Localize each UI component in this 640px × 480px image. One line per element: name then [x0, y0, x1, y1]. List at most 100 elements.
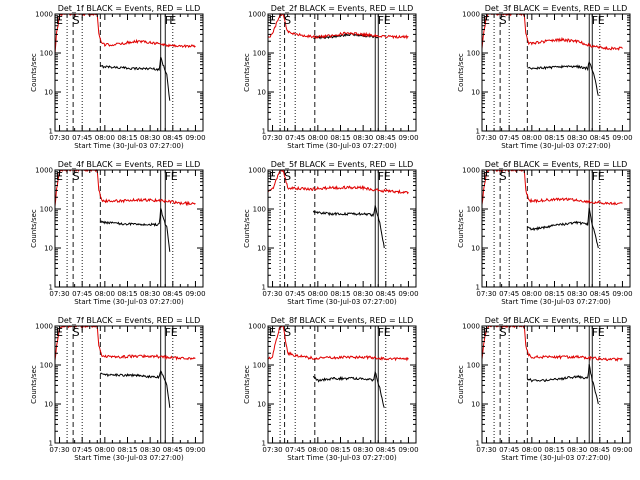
phase-marker-label: E [56, 170, 63, 183]
x-tick-label: 08:00 [308, 134, 328, 142]
phase-marker-label: E [384, 14, 391, 27]
series-lld-line [481, 324, 623, 362]
x-tick-label: 08:00 [522, 446, 542, 454]
x-tick-label: 07:30 [476, 446, 496, 454]
phase-marker-label: E [169, 14, 176, 27]
panel-title: Det_2f BLACK = Events, RED = LLD [271, 4, 414, 13]
y-tick-label: 10 [257, 89, 266, 97]
x-axis-title: Start Time (30-Jul-03 07:27:00) [74, 142, 184, 150]
series-events-line [312, 370, 385, 408]
plot-frame [267, 169, 417, 288]
x-tick-label: 08:00 [95, 290, 115, 298]
phase-marker-label: E [269, 326, 276, 339]
x-tick-label: 07:30 [262, 290, 282, 298]
x-tick-label: 07:30 [262, 446, 282, 454]
series-lld-line [267, 325, 409, 362]
x-tick-label: 09:00 [185, 446, 205, 454]
y-tick-label: 1000 [248, 11, 266, 19]
x-tick-label: 08:15 [117, 290, 137, 298]
y-axis-title: Counts/sec [30, 365, 38, 404]
y-tick-label: 100 [40, 362, 53, 370]
y-tick-label: 1 [262, 440, 266, 448]
y-tick-label: 1 [49, 284, 53, 292]
y-tick-label: 1000 [35, 11, 53, 19]
x-tick-label: 08:45 [590, 446, 610, 454]
panel-title: Det_9f BLACK = Events, RED = LLD [485, 316, 628, 325]
x-tick-label: 08:45 [376, 290, 396, 298]
phase-marker-label: E [56, 326, 63, 339]
phase-marker-label: E [598, 14, 605, 27]
x-tick-label: 07:45 [285, 290, 305, 298]
x-tick-label: 08:45 [163, 446, 183, 454]
x-axis-title: Start Time (30-Jul-03 07:27:00) [287, 454, 397, 462]
panel-det5f: Det_5f BLACK = Events, RED = LLD 1 10 100 10… [243, 160, 419, 306]
x-tick-label: 09:00 [612, 134, 632, 142]
series-events-line [312, 205, 385, 249]
x-tick-label: 08:00 [308, 446, 328, 454]
y-tick-label: 1 [476, 284, 480, 292]
x-tick-label: 07:45 [285, 134, 305, 142]
phase-marker-label: F [592, 326, 598, 339]
x-tick-label: 08:45 [163, 290, 183, 298]
y-tick-label: 1 [262, 128, 266, 136]
x-tick-label: 08:45 [376, 446, 396, 454]
y-axis-title: Counts/sec [243, 365, 251, 404]
y-tick-label: 10 [44, 89, 53, 97]
x-tick-label: 07:45 [499, 446, 519, 454]
series-events-line [99, 370, 171, 408]
y-tick-label: 10 [257, 401, 266, 409]
x-axis-title: Start Time (30-Jul-03 07:27:00) [74, 454, 184, 462]
plot-frame [54, 169, 204, 288]
plot-frame [481, 13, 631, 132]
y-tick-label: 1000 [462, 167, 480, 175]
y-tick-label: 10 [44, 245, 53, 253]
phase-marker-label: E [598, 326, 605, 339]
y-tick-label: 10 [257, 245, 266, 253]
y-tick-label: 100 [253, 50, 266, 58]
y-tick-label: 1000 [248, 323, 266, 331]
phase-marker-label: E [171, 170, 178, 183]
x-tick-label: 07:30 [476, 134, 496, 142]
x-tick-label: 08:30 [140, 446, 160, 454]
phase-marker-label: E [269, 14, 276, 27]
panel-det7f: Det_7f BLACK = Events, RED = LLD 1 10 100 10… [30, 316, 206, 462]
y-axis-title: Counts/sec [243, 53, 251, 92]
x-tick-label: 07:30 [262, 134, 282, 142]
panel-title: Det_1f BLACK = Events, RED = LLD [58, 4, 201, 13]
panel-title: Det_7f BLACK = Events, RED = LLD [58, 316, 201, 325]
plot-frame [54, 13, 204, 132]
x-tick-label: 07:45 [499, 290, 519, 298]
x-tick-label: 09:00 [185, 134, 205, 142]
series-events-line [100, 208, 171, 252]
phase-marker-label: E [171, 326, 178, 339]
phase-marker-label: F [378, 326, 384, 339]
y-tick-label: 1000 [462, 323, 480, 331]
y-tick-label: 100 [467, 362, 480, 370]
panel-title: Det_6f BLACK = Events, RED = LLD [485, 160, 628, 169]
phase-marker-label: F [378, 14, 384, 27]
x-axis-title: Start Time (30-Jul-03 07:27:00) [501, 142, 611, 150]
x-axis-title: Start Time (30-Jul-03 07:27:00) [287, 142, 397, 150]
y-tick-label: 1 [476, 128, 480, 136]
y-tick-label: 100 [253, 362, 266, 370]
series-lld-line [481, 169, 623, 206]
y-tick-label: 1 [476, 440, 480, 448]
x-tick-label: 08:15 [544, 134, 564, 142]
x-tick-label: 08:30 [353, 290, 373, 298]
x-tick-label: 08:45 [590, 290, 610, 298]
y-axis-title: Counts/sec [30, 209, 38, 248]
series-lld-line [267, 12, 409, 40]
series-events-line [527, 60, 599, 96]
y-axis-title: Counts/sec [457, 365, 465, 404]
panel-det4f: Det_4f BLACK = Events, RED = LLD 1 10 100 10… [30, 160, 206, 306]
y-tick-label: 1 [262, 284, 266, 292]
y-tick-label: 1000 [35, 323, 53, 331]
phase-marker-label: S [500, 326, 507, 339]
phase-marker-label: F [165, 326, 171, 339]
plot-frame [267, 325, 417, 444]
x-tick-label: 07:45 [285, 446, 305, 454]
panel-det9f: Det_9f BLACK = Events, RED = LLD 1 10 100 10… [457, 316, 633, 462]
series-lld-line [267, 169, 409, 195]
x-tick-label: 07:45 [72, 290, 92, 298]
